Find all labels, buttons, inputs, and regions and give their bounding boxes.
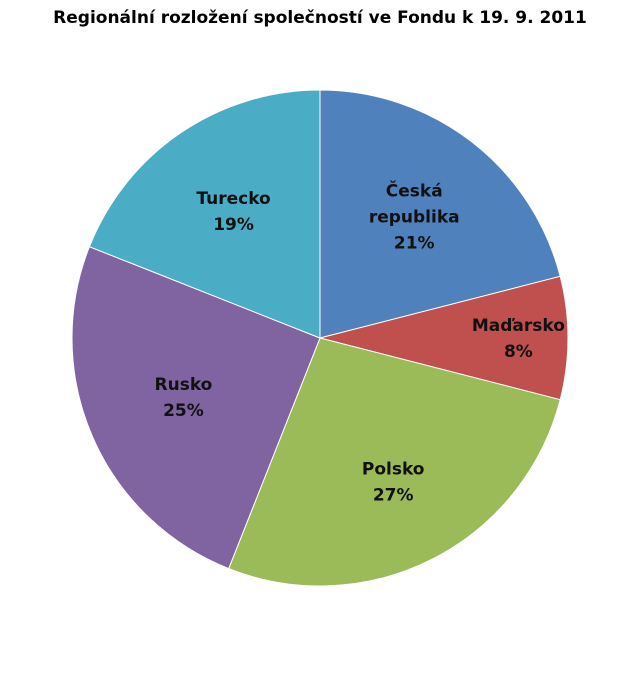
pie-slice-česká-republika bbox=[319, 89, 561, 339]
slice-label-rusko: Rusko 25% bbox=[155, 375, 213, 421]
slice-value-label: 21% bbox=[394, 234, 435, 254]
slice-label-maďarsko: Maďarsko 8% bbox=[472, 316, 565, 362]
slice-label-česká-republika: Česká republika 21% bbox=[369, 180, 460, 254]
chart-title: Regionální rozložení společností ve Fond… bbox=[53, 8, 587, 28]
slice-label-polsko: Polsko 27% bbox=[362, 460, 425, 506]
slice-value-label: 27% bbox=[373, 486, 414, 506]
slice-value-label: 19% bbox=[213, 215, 254, 235]
slice-value-label: 25% bbox=[163, 401, 204, 421]
slice-value-label: 8% bbox=[504, 342, 533, 362]
pie-slice-rusko bbox=[71, 246, 321, 570]
pie-slice-polsko bbox=[228, 337, 561, 587]
pie-slice-turecko bbox=[88, 89, 321, 339]
pie-slice-maďarsko bbox=[319, 275, 569, 401]
slice-label-turecko: Turecko 19% bbox=[196, 189, 270, 235]
